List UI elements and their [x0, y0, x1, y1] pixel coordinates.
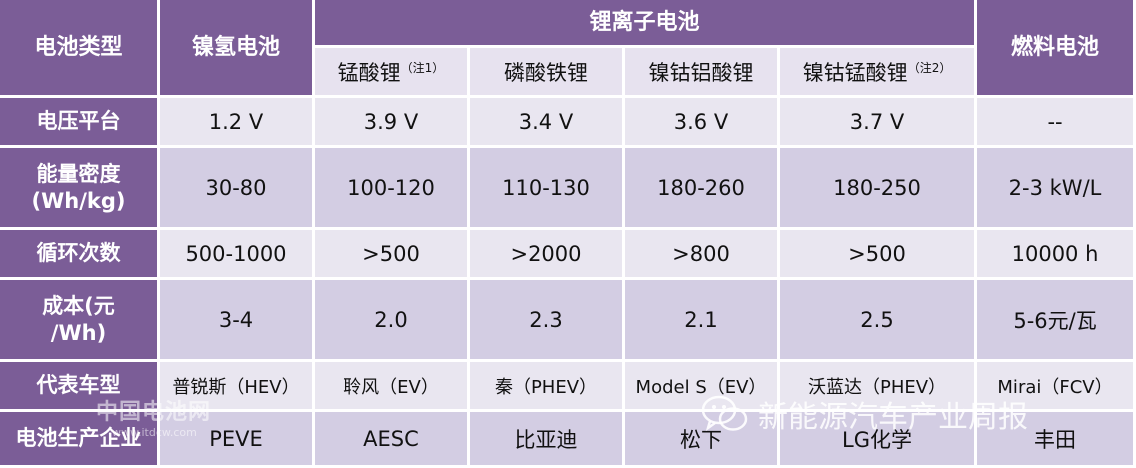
- subheader-lmo: 锰酸锂（注1）: [315, 48, 470, 98]
- table-cell: >800: [625, 230, 780, 280]
- table-cell: 秦（PHEV）: [470, 362, 625, 412]
- row-label: 循环次数: [0, 230, 160, 280]
- subheader-name: 磷酸铁锂: [504, 60, 588, 85]
- table-row: 电池生产企业 PEVE AESC 比亚迪 松下 LG化学 丰田: [0, 412, 1136, 468]
- subheader-note: （注1）: [400, 60, 445, 75]
- table-cell: 2.5: [780, 280, 978, 362]
- table-cell: 180-260: [625, 148, 780, 230]
- table-cell: 3.4 V: [470, 98, 625, 148]
- subheader-name: 锰酸锂: [337, 60, 401, 85]
- table-cell: 1.2 V: [160, 98, 315, 148]
- table-cell: >500: [315, 230, 470, 280]
- wechat-icon: [702, 395, 748, 432]
- table-cell: 松下: [625, 412, 780, 468]
- table-cell: PEVE: [160, 412, 315, 468]
- row-label: 电池生产企业: [0, 412, 160, 468]
- table-cell: 3.7 V: [780, 98, 978, 148]
- table-row: 成本(元 /Wh) 3-4 2.0 2.3 2.1 2.5 5-6元/瓦: [0, 280, 1136, 362]
- watermark-url: www.itdcw.com: [112, 426, 197, 439]
- table-row: 循环次数 500-1000 >500 >2000 >800 >500 10000…: [0, 230, 1136, 280]
- subheader-note: （注2）: [907, 60, 952, 75]
- table-cell: Model S（EV）: [625, 362, 780, 412]
- header-nimh: 镍氢电池: [160, 0, 315, 98]
- header-battery-type: 电池类型: [0, 0, 160, 98]
- table-cell: 2.3: [470, 280, 625, 362]
- table-cell: 聆风（EV）: [315, 362, 470, 412]
- header-fuel-cell: 燃料电池: [977, 0, 1136, 98]
- table-cell: 沃蓝达（PHEV）: [780, 362, 978, 412]
- header-li-ion: 锂离子电池: [315, 0, 978, 48]
- table-cell: AESC: [315, 412, 470, 468]
- subheader-name: 镍钴铝酸锂: [648, 60, 754, 85]
- subheader-name: 镍钴锰酸锂: [802, 60, 908, 85]
- table-cell: 2-3 kW/L: [977, 148, 1136, 230]
- table-cell: 比亚迪: [470, 412, 625, 468]
- subheader-ncm: 镍钴锰酸锂（注2）: [780, 48, 978, 98]
- table-cell: 30-80: [160, 148, 315, 230]
- table-cell: 3.9 V: [315, 98, 470, 148]
- watermark-site: 中国电池网: [96, 400, 212, 425]
- table-cell: 5-6元/瓦: [977, 280, 1136, 362]
- subheader-lfp: 磷酸铁锂: [470, 48, 625, 98]
- table-cell: >2000: [470, 230, 625, 280]
- table-cell: 10000 h: [977, 230, 1136, 280]
- table-cell: 500-1000: [160, 230, 315, 280]
- table-cell: 丰田: [977, 412, 1136, 468]
- table-row: 能量密度 (Wh/kg) 30-80 100-120 110-130 180-2…: [0, 148, 1136, 230]
- table-row: 代表车型 普锐斯（HEV） 聆风（EV） 秦（PHEV） Model S（EV）…: [0, 362, 1136, 412]
- table-cell: 2.1: [625, 280, 780, 362]
- table-cell: Mirai（FCV）: [977, 362, 1136, 412]
- row-label: 电压平台: [0, 98, 160, 148]
- watermark-wechat: 新能源汽车产业周报: [702, 392, 1028, 436]
- table-cell: --: [977, 98, 1136, 148]
- table-cell: 180-250: [780, 148, 978, 230]
- table-cell: 2.0: [315, 280, 470, 362]
- subheader-nca: 镍钴铝酸锂: [625, 48, 780, 98]
- table-cell: 110-130: [470, 148, 625, 230]
- table-cell: LG化学: [780, 412, 978, 468]
- watermark-wechat-text: 新能源汽车产业周报: [758, 400, 1028, 435]
- table-row: 电压平台 1.2 V 3.9 V 3.4 V 3.6 V 3.7 V --: [0, 98, 1136, 148]
- row-label: 能量密度 (Wh/kg): [0, 148, 160, 230]
- row-label: 成本(元 /Wh): [0, 280, 160, 362]
- table-cell: 3.6 V: [625, 98, 780, 148]
- table-cell: 100-120: [315, 148, 470, 230]
- table-cell: 3-4: [160, 280, 315, 362]
- table-cell: 普锐斯（HEV）: [160, 362, 315, 412]
- table-cell: >500: [780, 230, 978, 280]
- row-label: 代表车型: [0, 362, 160, 412]
